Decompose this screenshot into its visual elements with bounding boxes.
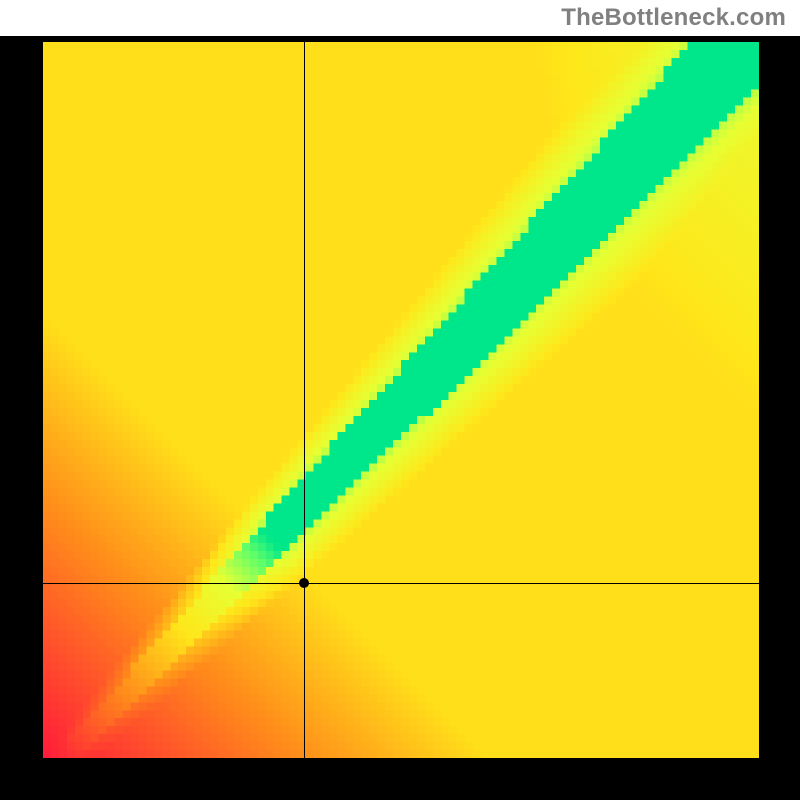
crosshair-horizontal [43,583,759,584]
plot-outer-frame [0,36,800,800]
watermark-text: TheBottleneck.com [561,4,786,32]
heatmap-canvas [43,42,759,758]
plot-area [43,42,759,758]
crosshair-vertical [304,42,305,758]
crosshair-marker [299,578,309,588]
